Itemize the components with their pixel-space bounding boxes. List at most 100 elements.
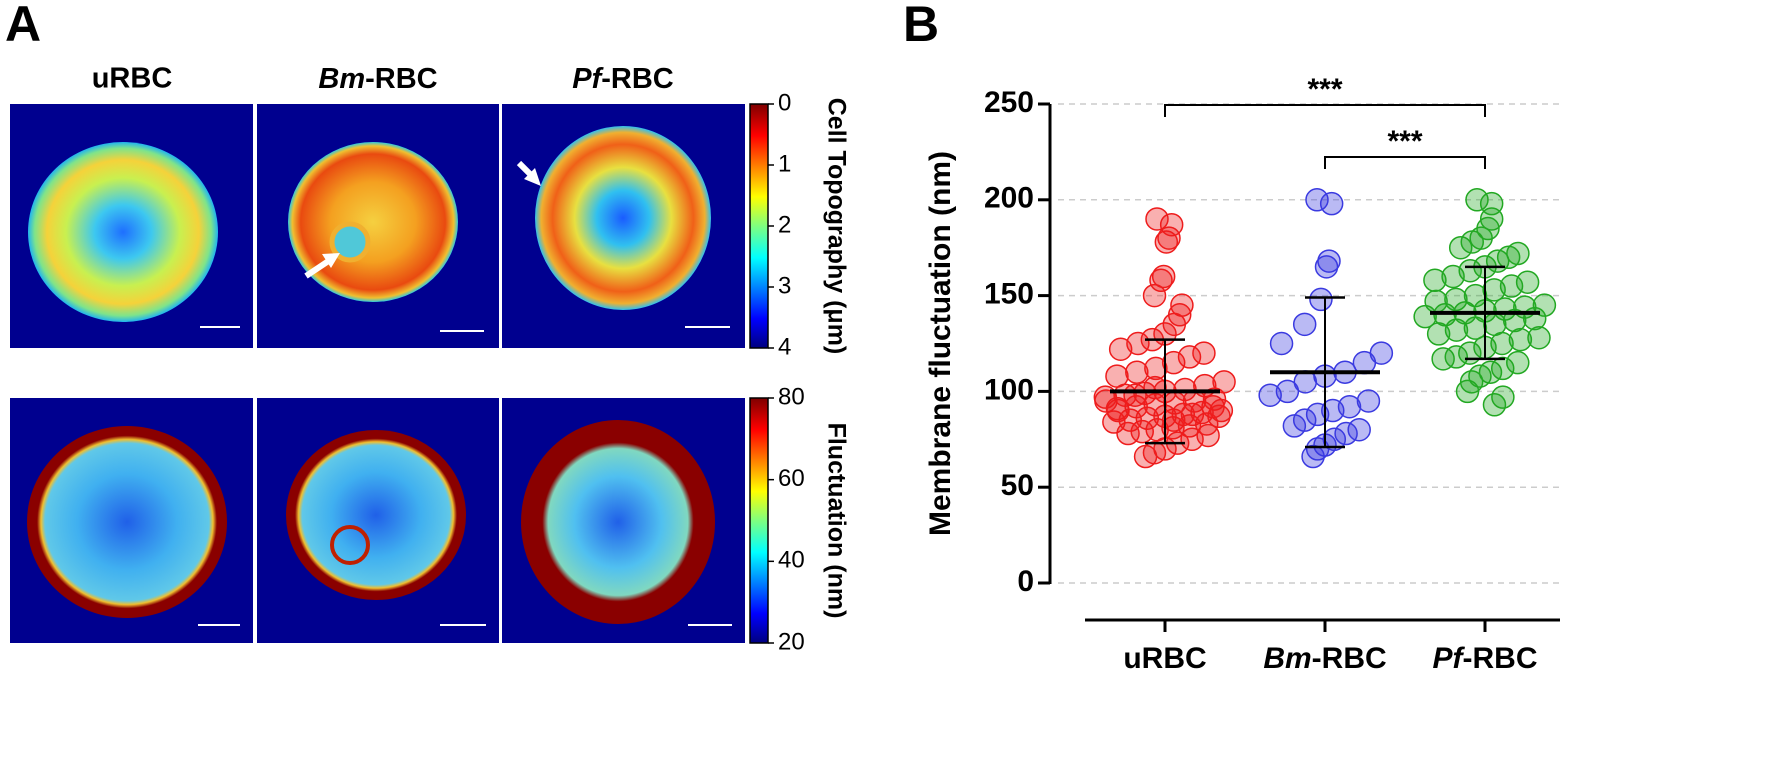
data-point [1162,312,1187,337]
column-title: Bm-RBC [318,63,437,95]
cell [27,426,227,618]
data-point [1142,283,1167,308]
panel-label: A [5,0,41,52]
data-point [1116,421,1140,446]
column-title: uRBC [92,63,173,95]
x-tick-label: uRBC [1123,642,1206,675]
colorbar-tick-label: 3 [778,272,791,299]
data-point [1465,188,1489,212]
parasite [329,221,371,263]
colorbar [749,103,769,349]
data-point [1463,316,1488,340]
data-point [1094,389,1118,413]
panel-label: B [903,0,939,52]
data-point [1305,402,1330,427]
data-point [1448,235,1473,260]
colorbar-tick-label: 1 [778,150,791,177]
data-point [1423,268,1447,293]
y-axis-label: Membrane fluctuation (nm) [924,151,957,536]
data-point [1499,274,1524,298]
data-point [1319,191,1344,216]
data-point [1482,393,1507,417]
data-point [1108,337,1133,361]
significance-bracket [1324,156,1486,169]
data-point [1154,230,1179,254]
column-title: Pf-RBC [572,63,674,95]
data-point [1126,331,1150,356]
data-point [1301,444,1325,469]
data-point [1143,375,1167,400]
colorbar-tick-label: 0 [778,89,791,116]
cell [286,430,466,600]
colorbar-tick-label: 80 [778,383,805,410]
data-point [1431,347,1455,371]
data-point [1426,322,1451,346]
colorbar-tick-label: 40 [778,547,805,574]
cell [28,142,218,322]
colorbar-tick-label: 60 [778,465,805,492]
arrows [304,160,541,279]
x-tick-label: Pf-RBC [1433,642,1538,675]
significance-label: *** [1307,73,1342,106]
data-point [1502,308,1527,333]
colorbar [749,397,769,644]
y-tick-label: 250 [984,86,1034,119]
data-point [1269,331,1294,356]
data-point [1506,350,1530,375]
data-point [1482,278,1506,302]
microscopy-images [10,104,745,643]
data-point [1305,188,1329,212]
y-tick-label: 100 [984,373,1034,406]
data-point [1314,255,1339,279]
scale-bars [198,326,732,626]
significance-bracket [1164,104,1486,117]
data-point [1258,383,1282,407]
data-point [1106,398,1130,423]
y-tick-label: 0 [1017,565,1034,598]
colorbar-tick-label: 2 [778,211,791,238]
data-point [1532,293,1557,317]
data-point [1321,398,1345,423]
significance-label: *** [1387,125,1422,158]
data-point [1180,402,1205,427]
data-point [1133,444,1158,469]
data-point [1347,417,1371,442]
y-tick-label: 50 [1001,469,1034,502]
data-point [1479,207,1504,231]
data-point [1144,356,1168,381]
data-point [1161,350,1186,375]
data-point [1192,341,1216,365]
data-point [1444,318,1469,342]
x-tick-label: Bm-RBC [1263,642,1386,675]
data-point [1292,312,1317,337]
data-point [1157,226,1181,250]
colorbar-label: Cell Topography (μm) [822,98,850,355]
data-point [1455,379,1480,404]
data-point [1282,414,1307,438]
data-point [1441,264,1465,289]
data-point [1151,264,1176,289]
data-point [1207,404,1231,429]
data-point [1460,230,1484,254]
colorbar-tick-label: 20 [778,628,805,655]
data-point [1149,268,1173,293]
y-tick-label: 200 [984,182,1034,215]
data-point [1334,421,1358,446]
data-point [1180,427,1204,452]
data-point [1309,287,1333,312]
cell [288,142,458,302]
y-tick-label: 150 [984,278,1034,311]
parasite [330,525,370,565]
data-point [1275,379,1300,404]
colorbar-tick-label: 4 [778,333,791,360]
data-point [1527,326,1551,350]
data-point [1161,408,1186,432]
data-point [1356,389,1381,413]
cell [521,420,715,624]
colorbar-label: Fluctuation (nm) [822,423,850,619]
data-point [1125,360,1149,384]
data-point [1145,207,1169,231]
data-point [1508,327,1533,352]
cell [535,126,711,310]
